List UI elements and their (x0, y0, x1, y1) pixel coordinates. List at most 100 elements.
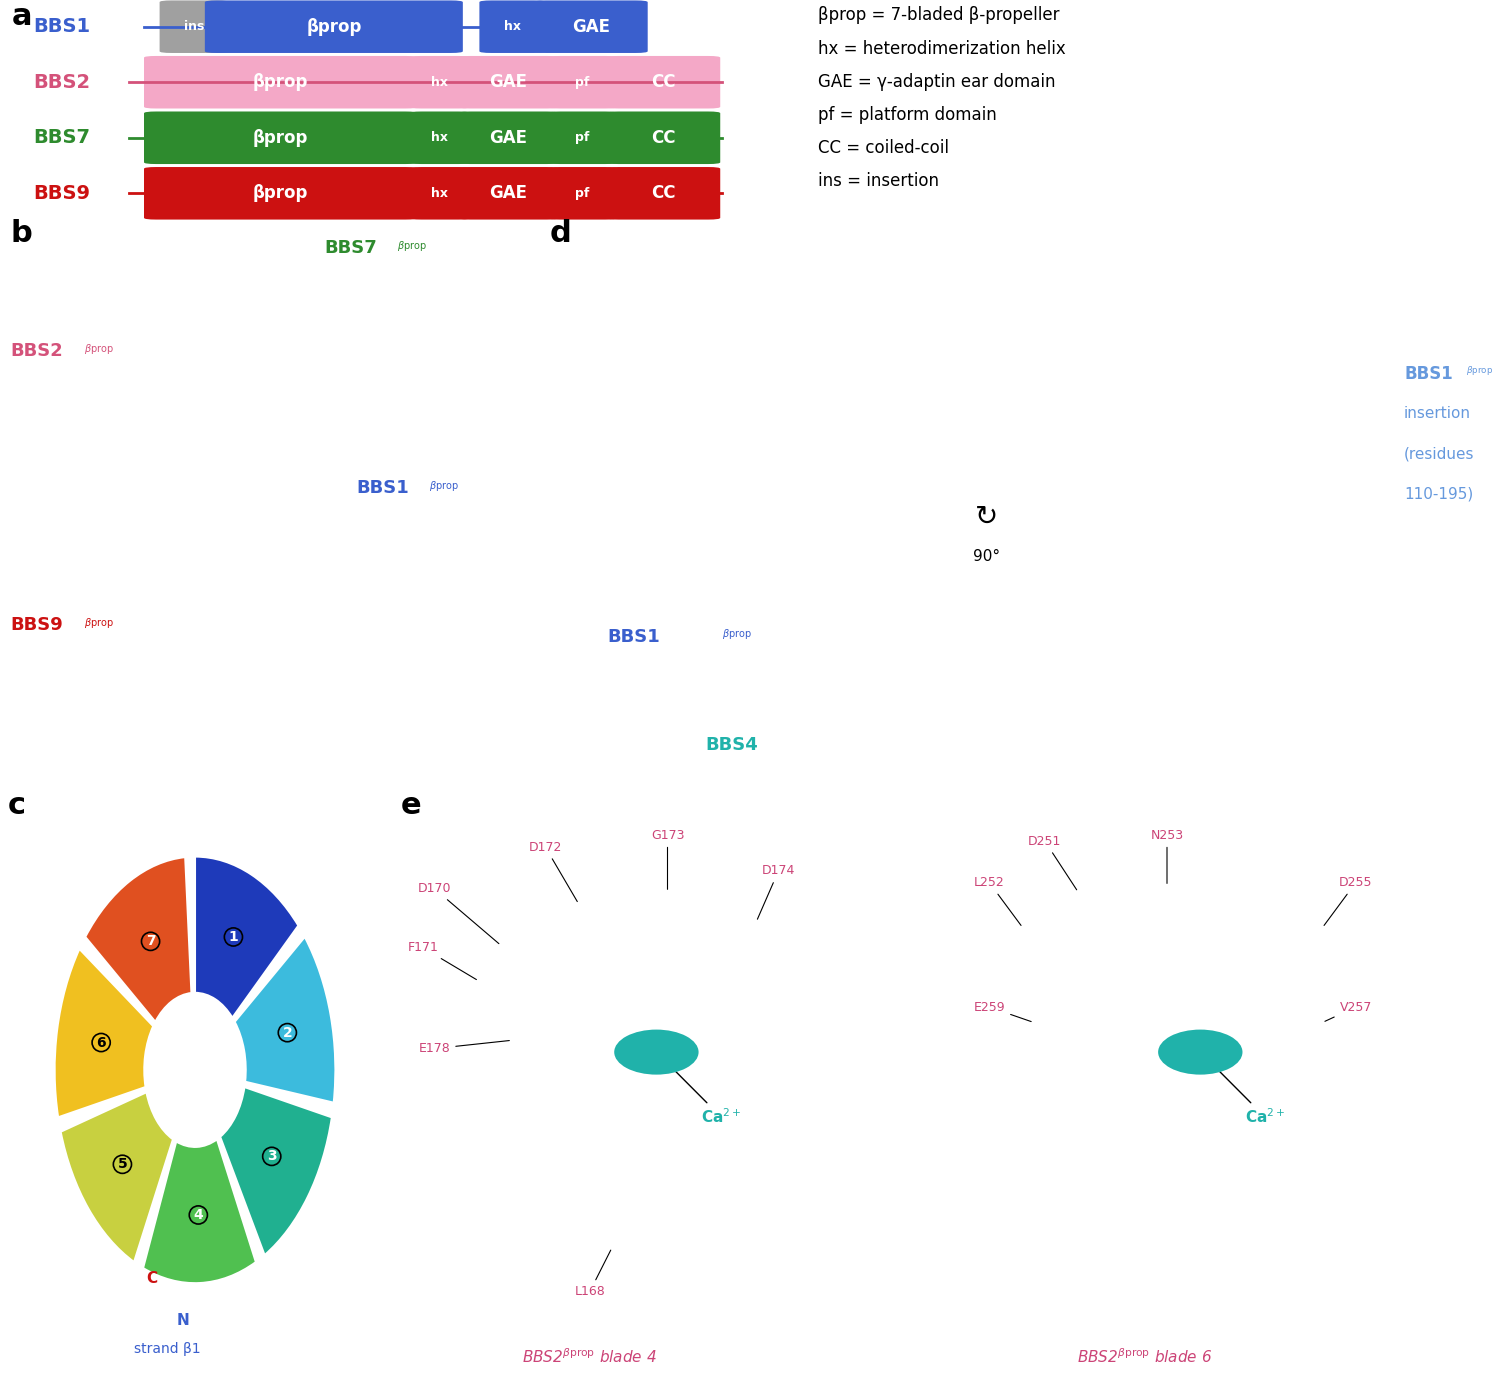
FancyBboxPatch shape (410, 167, 471, 219)
Text: BBS9: BBS9 (33, 183, 90, 203)
FancyBboxPatch shape (144, 56, 417, 109)
Text: (residues: (residues (1404, 446, 1474, 462)
Text: βprop: βprop (254, 73, 309, 91)
FancyBboxPatch shape (606, 167, 720, 219)
Text: BBS7: BBS7 (324, 238, 376, 256)
Text: $^{\beta\mathrm{prop}}$: $^{\beta\mathrm{prop}}$ (84, 344, 114, 358)
FancyBboxPatch shape (534, 0, 648, 52)
Text: hx: hx (504, 21, 522, 33)
Text: D174: D174 (758, 864, 795, 919)
FancyBboxPatch shape (606, 112, 720, 164)
Text: F171: F171 (408, 941, 477, 980)
Text: GAE: GAE (489, 73, 528, 91)
Text: 5: 5 (117, 1158, 128, 1171)
Text: BBS1: BBS1 (357, 480, 410, 497)
Wedge shape (86, 857, 192, 1022)
FancyBboxPatch shape (159, 0, 230, 52)
FancyBboxPatch shape (548, 112, 618, 164)
Text: 6: 6 (96, 1035, 106, 1050)
Circle shape (1158, 1029, 1242, 1075)
Text: L252: L252 (974, 876, 1022, 926)
Wedge shape (54, 949, 153, 1118)
Text: pf = platform domain: pf = platform domain (818, 106, 996, 124)
Text: D255: D255 (1324, 876, 1372, 926)
Text: $^{\beta\mathrm{prop}}$: $^{\beta\mathrm{prop}}$ (84, 619, 114, 633)
Text: $^{\beta\mathrm{prop}}$: $^{\beta\mathrm{prop}}$ (429, 481, 459, 495)
Text: CC = coiled-coil: CC = coiled-coil (818, 139, 948, 157)
Text: a: a (12, 3, 33, 32)
Text: $^{\beta\mathrm{prop}}$: $^{\beta\mathrm{prop}}$ (1467, 367, 1494, 380)
Text: 1: 1 (228, 930, 238, 944)
Text: βprop: βprop (254, 185, 309, 203)
Text: ins = insertion: ins = insertion (818, 172, 939, 190)
Text: C: C (147, 1272, 158, 1286)
Text: hx: hx (432, 187, 448, 200)
Text: V257: V257 (1324, 1000, 1372, 1021)
Wedge shape (142, 1140, 256, 1283)
Text: 2: 2 (282, 1025, 292, 1039)
Wedge shape (234, 937, 336, 1102)
Text: G173: G173 (651, 828, 684, 889)
FancyBboxPatch shape (606, 56, 720, 109)
Text: b: b (10, 219, 33, 248)
Text: c: c (8, 791, 26, 820)
Text: BBS1: BBS1 (33, 17, 90, 36)
Text: BBS4: BBS4 (705, 736, 759, 754)
FancyBboxPatch shape (410, 56, 471, 109)
Text: ins: ins (184, 21, 204, 33)
Text: Ca$^{2+}$: Ca$^{2+}$ (660, 1056, 741, 1126)
Text: insertion: insertion (1404, 407, 1472, 422)
Text: GAE: GAE (572, 18, 610, 36)
Text: BBS2: BBS2 (10, 342, 63, 360)
Text: D172: D172 (528, 841, 578, 901)
Text: D251: D251 (1028, 835, 1077, 890)
Text: N: N (177, 1313, 189, 1328)
Text: hx: hx (432, 76, 448, 88)
Text: BBS1: BBS1 (1404, 365, 1452, 383)
Text: BBS1: BBS1 (608, 628, 660, 646)
Text: E259: E259 (974, 1000, 1030, 1021)
FancyBboxPatch shape (144, 167, 417, 219)
Text: N253: N253 (1150, 828, 1184, 883)
Text: pf: pf (576, 76, 590, 88)
FancyBboxPatch shape (206, 0, 464, 52)
Circle shape (614, 1029, 699, 1075)
Text: 90°: 90° (974, 550, 1000, 564)
Text: hx: hx (432, 131, 448, 145)
Text: $^{\beta\mathrm{prop}}$: $^{\beta\mathrm{prop}}$ (398, 241, 427, 255)
Text: 110-195): 110-195) (1404, 486, 1473, 502)
Text: strand β1: strand β1 (135, 1342, 201, 1356)
Text: BBS2$^{\beta\mathrm{prop}}$ blade 6: BBS2$^{\beta\mathrm{prop}}$ blade 6 (1077, 1348, 1212, 1366)
FancyBboxPatch shape (459, 56, 560, 109)
Text: βprop: βprop (254, 128, 309, 147)
Text: BBS7: BBS7 (33, 128, 90, 147)
Text: E178: E178 (419, 1040, 510, 1056)
Text: pf: pf (576, 187, 590, 200)
Text: 4: 4 (194, 1209, 202, 1222)
Text: GAE: GAE (489, 128, 528, 147)
FancyBboxPatch shape (459, 112, 560, 164)
Wedge shape (220, 1087, 332, 1255)
FancyBboxPatch shape (480, 0, 546, 52)
FancyBboxPatch shape (410, 112, 471, 164)
Text: d: d (549, 219, 572, 248)
FancyBboxPatch shape (548, 56, 618, 109)
Text: CC: CC (651, 73, 675, 91)
Text: ↻: ↻ (975, 503, 998, 531)
Text: GAE = γ-adaptin ear domain: GAE = γ-adaptin ear domain (818, 73, 1054, 91)
Text: BBS9: BBS9 (10, 616, 63, 634)
Text: Ca$^{2+}$: Ca$^{2+}$ (1203, 1056, 1286, 1126)
Text: βprop: βprop (306, 18, 362, 36)
Text: e: e (400, 791, 422, 820)
Text: hx = heterodimerization helix: hx = heterodimerization helix (818, 40, 1065, 58)
Text: BBS2$^{\beta\mathrm{prop}}$ blade 4: BBS2$^{\beta\mathrm{prop}}$ blade 4 (522, 1348, 657, 1366)
FancyBboxPatch shape (459, 167, 560, 219)
Text: pf: pf (576, 131, 590, 145)
Text: 7: 7 (146, 934, 156, 948)
Text: $^{\beta\mathrm{prop}}$: $^{\beta\mathrm{prop}}$ (723, 630, 753, 644)
Text: 3: 3 (267, 1149, 276, 1163)
Text: D170: D170 (417, 882, 500, 944)
Wedge shape (60, 1093, 172, 1262)
Text: BBS2: BBS2 (33, 73, 90, 92)
Wedge shape (195, 857, 298, 1018)
